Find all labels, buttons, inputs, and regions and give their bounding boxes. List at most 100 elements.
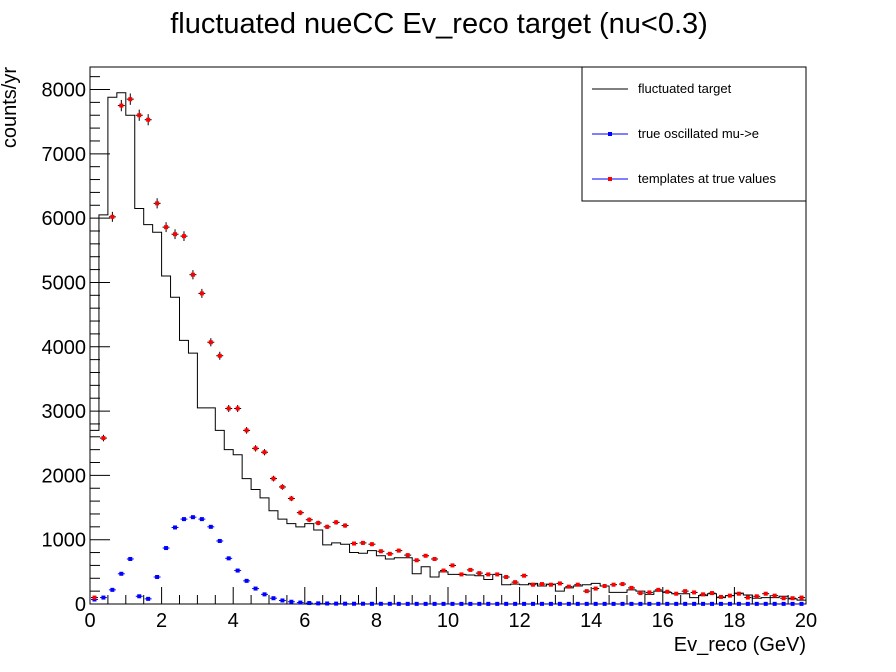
data-point-template <box>477 571 482 576</box>
data-point-true-oscillated <box>280 598 285 603</box>
data-point-template <box>253 446 258 451</box>
data-point-true-oscillated <box>146 596 151 601</box>
data-point-true-oscillated <box>539 601 544 606</box>
data-point-template <box>683 589 688 594</box>
data-point-template <box>325 524 330 529</box>
data-point-template <box>92 595 97 600</box>
data-point-true-oscillated <box>781 601 786 606</box>
data-point-template <box>656 587 661 592</box>
y-tick-label: 1000 <box>42 530 87 552</box>
data-point-true-oscillated <box>155 574 160 579</box>
data-point-template <box>280 484 285 489</box>
data-point-true-oscillated <box>316 601 321 606</box>
series-templates <box>91 93 805 601</box>
x-tick-label: 6 <box>299 610 310 632</box>
data-point-true-oscillated <box>244 578 249 583</box>
data-point-template <box>432 556 437 561</box>
data-point-true-oscillated <box>137 594 142 599</box>
data-point-true-oscillated <box>423 601 428 606</box>
data-point-template <box>146 117 151 122</box>
data-point-true-oscillated <box>352 601 357 606</box>
data-point-true-oscillated <box>593 601 598 606</box>
data-point-template <box>173 232 178 237</box>
data-point-template <box>531 582 536 587</box>
x-tick-label: 16 <box>652 610 674 632</box>
data-point-true-oscillated <box>790 601 795 606</box>
data-point-true-oscillated <box>190 515 195 520</box>
series-true-oscillated <box>91 515 805 606</box>
y-axis-ticks <box>90 76 110 605</box>
data-point-template <box>504 574 509 579</box>
data-point-true-oscillated <box>199 517 204 522</box>
data-point-template <box>343 523 348 528</box>
data-point-true-oscillated <box>557 601 562 606</box>
data-point-template <box>790 596 795 601</box>
data-point-true-oscillated <box>334 601 339 606</box>
data-point-true-oscillated <box>584 601 589 606</box>
data-point-true-oscillated <box>477 601 482 606</box>
chart-title: fluctuated nueCC Ev_reco target (nu<0.3) <box>170 8 708 40</box>
data-point-true-oscillated <box>235 568 240 573</box>
data-point-template <box>414 558 419 563</box>
data-point-true-oscillated <box>522 601 527 606</box>
data-point-true-oscillated <box>799 601 804 606</box>
data-point-true-oscillated <box>369 601 374 606</box>
y-axis-label: counts/yr <box>0 67 21 148</box>
data-point-template <box>486 572 491 577</box>
data-point-true-oscillated <box>692 601 697 606</box>
data-point-template <box>674 591 679 596</box>
data-point-template <box>101 436 106 441</box>
data-point-template <box>190 272 195 277</box>
x-tick-label: 20 <box>795 610 817 632</box>
data-point-true-oscillated <box>181 517 186 522</box>
data-point-template <box>548 582 553 587</box>
data-point-template <box>468 567 473 572</box>
x-tick-label: 10 <box>437 610 459 632</box>
data-point-true-oscillated <box>226 556 231 561</box>
data-point-template <box>781 596 786 601</box>
data-point-true-oscillated <box>772 601 777 606</box>
y-tick-label: 8000 <box>42 80 87 102</box>
data-point-template <box>271 476 276 481</box>
legend-label-templates: templates at true values <box>638 171 777 186</box>
data-point-true-oscillated <box>736 601 741 606</box>
x-tick-label: 14 <box>580 610 602 632</box>
data-point-true-oscillated <box>271 596 276 601</box>
data-point-template <box>128 97 133 102</box>
data-point-template <box>405 553 410 558</box>
data-point-template <box>110 214 115 219</box>
legend-label-fluctuated-target: fluctuated target <box>638 81 732 96</box>
data-point-true-oscillated <box>611 601 616 606</box>
y-tick-label: 5000 <box>42 272 87 294</box>
data-point-true-oscillated <box>665 601 670 606</box>
data-point-template <box>396 548 401 553</box>
data-point-template <box>369 542 374 547</box>
data-point-template <box>441 568 446 573</box>
y-tick-label: 2000 <box>42 465 87 487</box>
x-tick-label: 4 <box>228 610 239 632</box>
data-point-true-oscillated <box>110 587 115 592</box>
data-point-template <box>647 590 652 595</box>
data-point-true-oscillated <box>307 601 312 606</box>
data-point-true-oscillated <box>208 524 213 529</box>
data-point-true-oscillated <box>441 601 446 606</box>
data-point-template <box>155 201 160 206</box>
data-point-template <box>710 591 715 596</box>
data-point-true-oscillated <box>325 601 330 606</box>
data-point-template <box>763 591 768 596</box>
data-point-true-oscillated <box>763 601 768 606</box>
data-point-true-oscillated <box>683 601 688 606</box>
data-point-true-oscillated <box>128 556 133 561</box>
data-point-template <box>217 353 222 358</box>
y-tick-label: 6000 <box>42 208 87 230</box>
data-point-template <box>307 517 312 522</box>
data-point-template <box>423 553 428 558</box>
data-point-template <box>495 572 500 577</box>
data-point-true-oscillated <box>387 601 392 606</box>
data-point-template <box>539 582 544 587</box>
data-point-true-oscillated <box>396 601 401 606</box>
data-point-template <box>620 582 625 587</box>
data-point-template <box>235 406 240 411</box>
data-point-true-oscillated <box>495 601 500 606</box>
data-point-true-oscillated <box>504 601 509 606</box>
